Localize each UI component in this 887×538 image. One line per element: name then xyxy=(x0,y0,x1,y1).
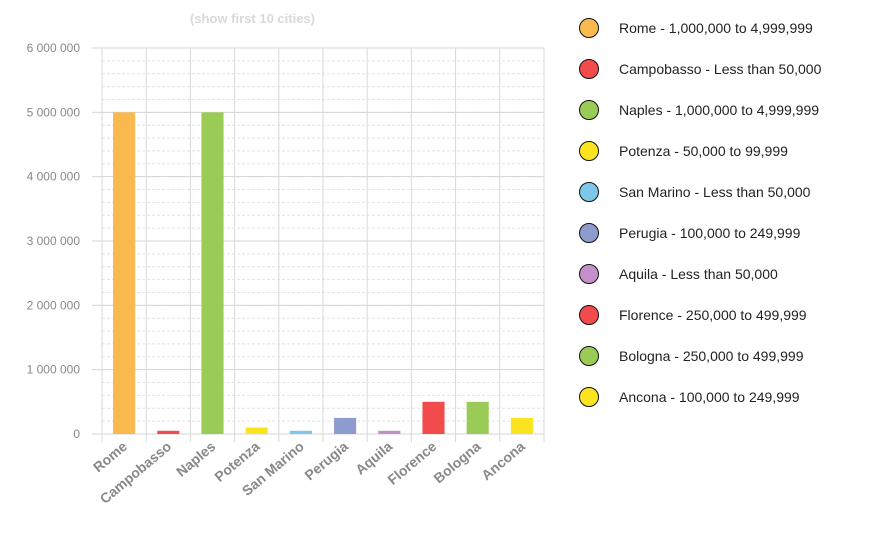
bar-bologna[interactable] xyxy=(466,401,489,434)
legend-label: Potenza - 50,000 to 99,999 xyxy=(619,142,788,159)
legend-swatch-icon xyxy=(579,345,599,366)
legend-label: Florence - 250,000 to 499,999 xyxy=(619,306,807,323)
legend-label: Naples - 1,000,000 to 4,999,999 xyxy=(619,101,820,118)
bar-campobasso[interactable] xyxy=(157,430,180,434)
bar-aquila[interactable] xyxy=(378,430,401,434)
legend-item[interactable]: Naples - 1,000,000 to 4,999,999 xyxy=(579,89,821,130)
legend-swatch-icon xyxy=(579,304,599,325)
bars xyxy=(113,112,533,434)
legend-swatch-icon xyxy=(579,222,599,243)
legend-item[interactable]: Rome - 1,000,000 to 4,999,999 xyxy=(579,7,821,48)
bar-potenza[interactable] xyxy=(245,427,268,434)
bar-florence[interactable] xyxy=(422,401,445,434)
legend-item[interactable]: Aquila - Less than 50,000 xyxy=(579,253,821,294)
legend-swatch-icon xyxy=(579,386,599,407)
legend-label: Perugia - 100,000 to 249,999 xyxy=(619,224,801,241)
legend-label: Campobasso - Less than 50,000 xyxy=(619,60,822,77)
x-tick-label: Florence xyxy=(384,438,439,488)
bar-naples[interactable] xyxy=(201,112,224,434)
legend-swatch-icon xyxy=(579,58,599,79)
legend-swatch-icon xyxy=(579,140,599,161)
legend-swatch-icon xyxy=(579,17,599,38)
x-tick-label: Perugia xyxy=(301,438,351,483)
legend-item[interactable]: Campobasso - Less than 50,000 xyxy=(579,48,821,89)
x-tick-label: Bologna xyxy=(430,438,483,486)
legend-swatch-icon xyxy=(579,263,599,284)
x-tick-label: Rome xyxy=(90,438,130,475)
bar-perugia[interactable] xyxy=(334,417,357,434)
legend: Rome - 1,000,000 to 4,999,999 Campobasso … xyxy=(579,7,821,417)
legend-swatch-icon xyxy=(579,99,599,120)
legend-swatch-icon xyxy=(579,181,599,202)
chart-subtitle: (show first 10 cities) xyxy=(190,11,315,26)
legend-item[interactable]: San Marino - Less than 50,000 xyxy=(579,171,821,212)
bar-ancona[interactable] xyxy=(510,417,533,434)
x-tick-label: Ancona xyxy=(478,438,528,483)
legend-item[interactable]: Bologna - 250,000 to 499,999 xyxy=(579,335,821,376)
legend-label: Ancona - 100,000 to 249,999 xyxy=(619,388,800,405)
y-axis-tick-labels: 0 1 000 000 2 000 000 3 000 000 4 000 000 5 0… xyxy=(27,41,81,441)
y-tick-label: 4 000 000 xyxy=(27,170,81,184)
legend-label: Bologna - 250,000 to 499,999 xyxy=(619,347,804,364)
y-tick-label: 5 000 000 xyxy=(27,105,81,119)
legend-label: Aquila - Less than 50,000 xyxy=(619,265,778,282)
legend-label: Rome - 1,000,000 to 4,999,999 xyxy=(619,19,813,36)
bar-rome[interactable] xyxy=(113,112,136,434)
y-tick-label: 3 000 000 xyxy=(27,234,81,248)
y-tick-label: 0 xyxy=(73,427,80,441)
legend-label: San Marino - Less than 50,000 xyxy=(619,183,811,200)
legend-item[interactable]: Ancona - 100,000 to 249,999 xyxy=(579,376,821,417)
y-tick-label: 2 000 000 xyxy=(27,298,81,312)
grid xyxy=(92,47,545,442)
bar-san-marino[interactable] xyxy=(289,430,312,434)
legend-item[interactable]: Perugia - 100,000 to 249,999 xyxy=(579,212,821,253)
y-tick-label: 1 000 000 xyxy=(27,363,81,377)
y-tick-label: 6 000 000 xyxy=(27,41,81,55)
legend-item[interactable]: Potenza - 50,000 to 99,999 xyxy=(579,130,821,171)
legend-item[interactable]: Florence - 250,000 to 499,999 xyxy=(579,294,821,335)
